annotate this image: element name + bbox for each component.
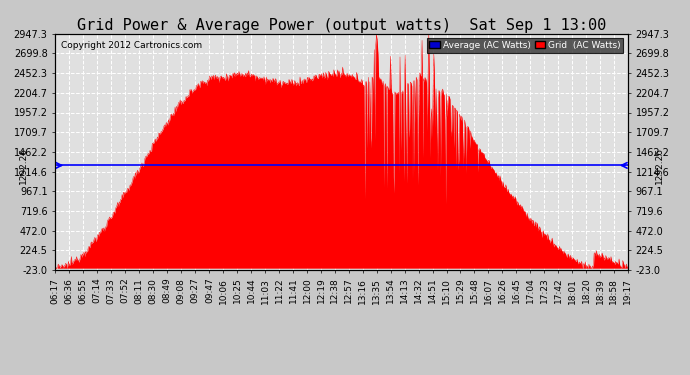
Legend: Average (AC Watts), Grid  (AC Watts): Average (AC Watts), Grid (AC Watts) xyxy=(427,38,623,53)
Text: 1292.26: 1292.26 xyxy=(655,147,664,184)
Text: 1292.26: 1292.26 xyxy=(19,147,28,184)
Text: Copyright 2012 Cartronics.com: Copyright 2012 Cartronics.com xyxy=(61,41,202,50)
Title: Grid Power & Average Power (output watts)  Sat Sep 1 13:00: Grid Power & Average Power (output watts… xyxy=(77,18,607,33)
